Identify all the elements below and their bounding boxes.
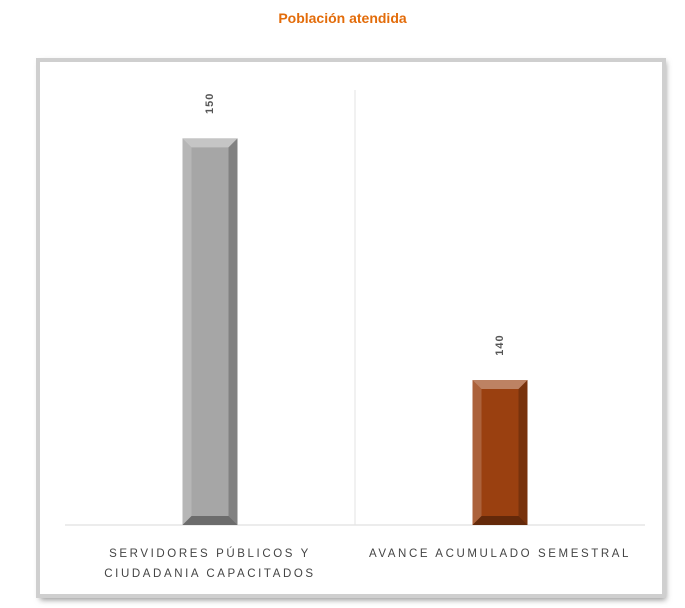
- bar-bevel: [518, 380, 528, 525]
- x-tick-label: AVANCE ACUMULADO SEMESTRAL: [368, 548, 632, 560]
- value-label: 140: [494, 334, 506, 355]
- chart-title: Población atendida: [278, 10, 407, 26]
- bar-bevel: [182, 138, 192, 526]
- value-label: 150: [204, 93, 216, 114]
- bar-group: [472, 380, 528, 525]
- frame: [36, 58, 666, 598]
- bar-bevel: [182, 516, 238, 525]
- bar: [472, 380, 528, 525]
- bar-bevel: [472, 516, 528, 525]
- bar: [182, 138, 238, 526]
- bar-bevel: [472, 380, 528, 389]
- bar-bevel: [228, 138, 238, 526]
- bar-bevel: [472, 380, 482, 525]
- bar-group: [182, 138, 238, 526]
- bar-bevel: [182, 138, 238, 148]
- x-tick-label: SERVIDORES PÚBLICOS Y CIUDADANIA CAPACIT…: [104, 548, 316, 580]
